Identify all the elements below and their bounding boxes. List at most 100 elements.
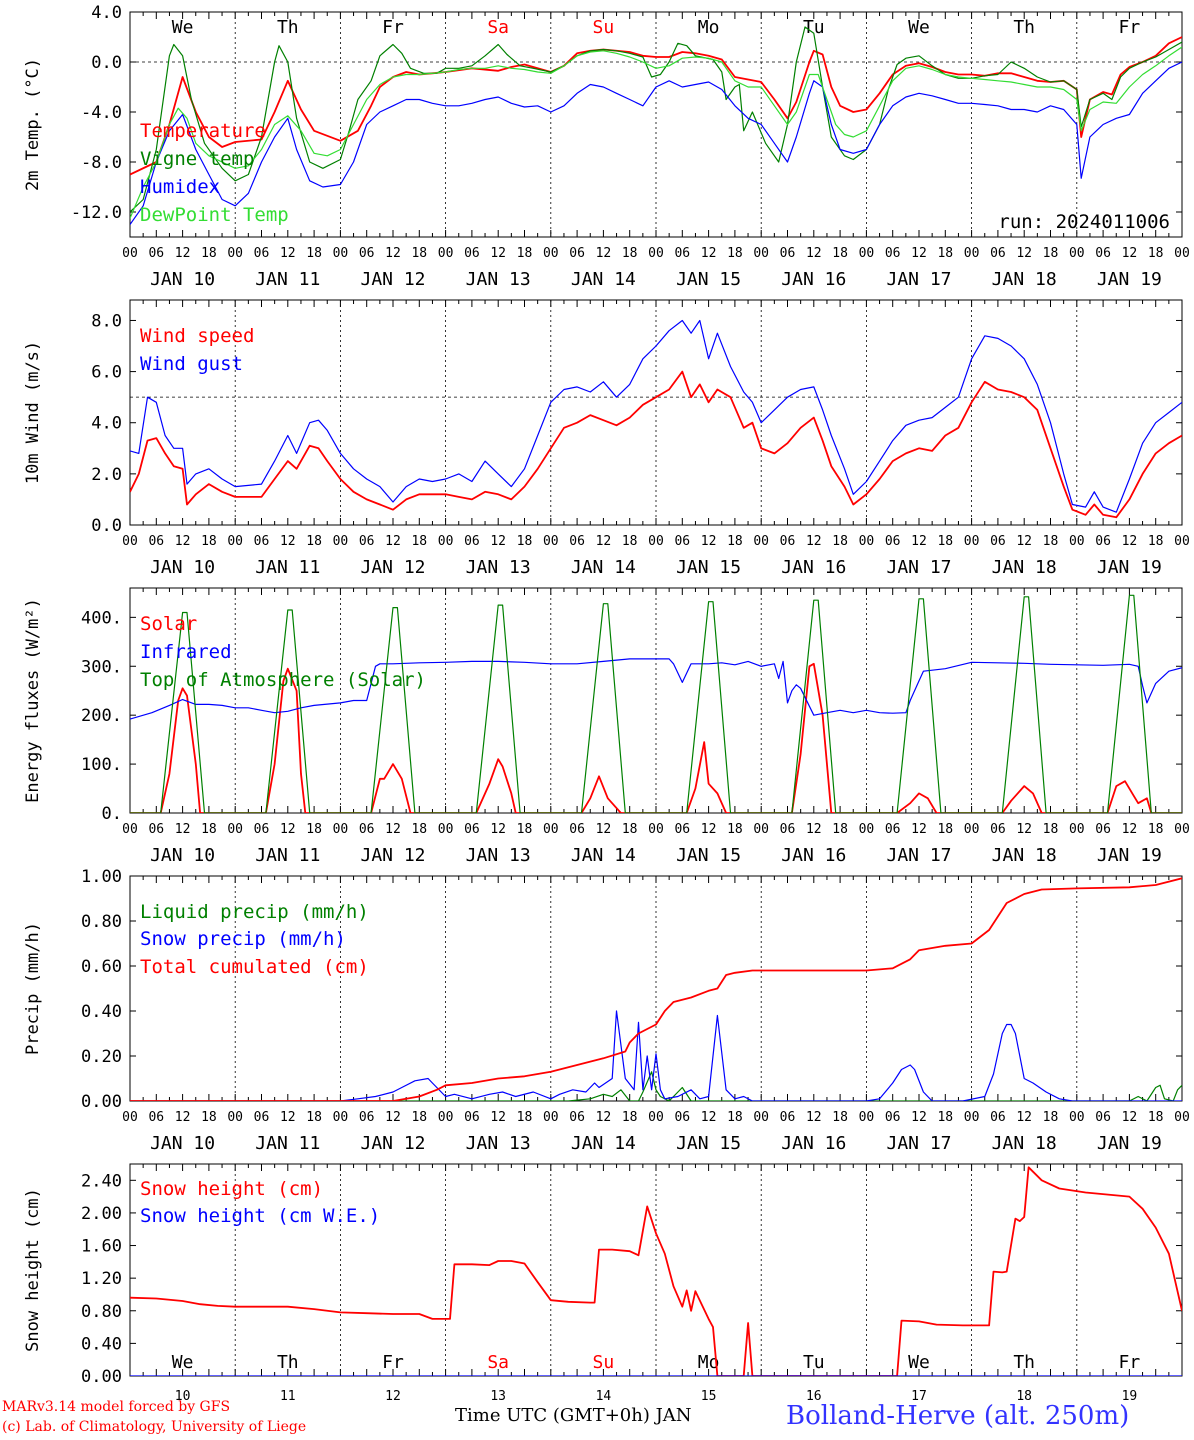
series-snow-height-cm xyxy=(130,1166,1182,1376)
series-group xyxy=(130,319,1182,519)
hour-tick-label: 12 xyxy=(385,1110,401,1125)
hour-tick-label: 00 xyxy=(753,1110,769,1125)
hour-tick-label: 18 xyxy=(727,534,743,549)
hour-tick-label: 00 xyxy=(438,1110,454,1125)
hour-tick-label: 18 xyxy=(1043,822,1059,837)
hour-tick-label: 06 xyxy=(1095,1110,1111,1125)
hour-tick-label: 06 xyxy=(148,822,164,837)
hour-tick-label: 00 xyxy=(227,246,243,261)
day-number-label: 19 xyxy=(1122,1389,1138,1404)
hour-tick-label: 18 xyxy=(832,1110,848,1125)
panel-wind: 00 06 12 18 00 06 12 18 00 06 12 18 00 06 12 18 00 06 12 18… xyxy=(23,299,1190,578)
hour-tick-label: 12 xyxy=(280,246,296,261)
y-tick-label: -12.0 xyxy=(71,203,122,223)
hour-tick-label: 12 xyxy=(280,822,296,837)
hour-tick-label: 00 xyxy=(438,534,454,549)
y-tick-label: 400. xyxy=(81,608,122,628)
day-label: JAN 17 xyxy=(886,557,951,578)
hour-tick-label: 18 xyxy=(727,822,743,837)
hour-tick-label: 06 xyxy=(674,1110,690,1125)
hour-tick-label: 00 xyxy=(333,534,349,549)
day-label: JAN 19 xyxy=(1097,269,1162,290)
legend-entry: Temperature xyxy=(140,120,266,142)
weekday-label: We xyxy=(908,1352,930,1373)
day-label: JAN 11 xyxy=(255,557,320,578)
hour-tick-label: 00 xyxy=(964,246,980,261)
hour-tick-label: 12 xyxy=(911,1110,927,1125)
hour-tick-label: 18 xyxy=(622,1110,638,1125)
hour-tick-label: 06 xyxy=(359,822,375,837)
hour-tick-label: 12 xyxy=(1122,1110,1138,1125)
hour-tick-label: 18 xyxy=(411,1110,427,1125)
hour-tick-label: 18 xyxy=(727,246,743,261)
footer-model: MARv3.14 model forced by GFS xyxy=(2,1399,231,1415)
hour-tick-label: 06 xyxy=(780,246,796,261)
day-label: JAN 16 xyxy=(781,845,846,866)
hour-tick-label: 18 xyxy=(411,822,427,837)
day-label: JAN 12 xyxy=(360,1133,425,1154)
hour-tick-label: 12 xyxy=(596,246,612,261)
weekday-label: Th xyxy=(277,1352,299,1373)
hour-tick-label: 12 xyxy=(385,534,401,549)
y-tick-label: -4.0 xyxy=(81,103,122,123)
hour-tick-label: 06 xyxy=(464,534,480,549)
panel-temp: 00 06 12 18 00 06 12 18 00 06 12 18 00 06 12 18 00 06 12 18… xyxy=(23,3,1190,290)
day-label: JAN 14 xyxy=(571,1133,636,1154)
y-tick-label: 8.0 xyxy=(91,311,122,331)
day-label: JAN 11 xyxy=(255,845,320,866)
weekday-label: Tu xyxy=(803,1352,825,1373)
hour-tick-label: 00 xyxy=(122,534,138,549)
hour-tick-label: 12 xyxy=(1122,534,1138,549)
series-humidex xyxy=(130,61,1182,225)
hour-tick-label: 18 xyxy=(201,1110,217,1125)
hour-tick-label: 18 xyxy=(832,534,848,549)
footer-copyright: (c) Lab. of Climatology, University of L… xyxy=(2,1419,307,1435)
hour-tick-label: 12 xyxy=(596,822,612,837)
series-dewpoint-temp xyxy=(130,46,1182,219)
y-tick-label: 2.00 xyxy=(81,1204,122,1224)
hour-tick-label: 00 xyxy=(964,822,980,837)
hour-tick-label: 18 xyxy=(201,246,217,261)
hour-tick-label: 06 xyxy=(780,534,796,549)
y-tick-label: 0.0 xyxy=(91,53,122,73)
legend-entry: Wind speed xyxy=(140,325,254,347)
hour-tick-label: 00 xyxy=(1174,534,1190,549)
hour-tick-label: 06 xyxy=(148,534,164,549)
day-label: JAN 14 xyxy=(571,269,636,290)
hour-tick-label: 06 xyxy=(780,1110,796,1125)
day-label: JAN 13 xyxy=(466,557,531,578)
y-axis-label: 10m Wind (m/s) xyxy=(23,341,43,484)
series-infrared xyxy=(130,658,1182,720)
y-tick-label: -8.0 xyxy=(81,153,122,173)
hour-tick-label: 06 xyxy=(464,1110,480,1125)
hour-tick-label: 06 xyxy=(674,822,690,837)
series-group xyxy=(130,877,1182,1101)
hour-tick-label: 18 xyxy=(411,246,427,261)
day-label: JAN 11 xyxy=(255,1133,320,1154)
day-label: JAN 18 xyxy=(992,1133,1057,1154)
hour-tick-label: 12 xyxy=(1016,822,1032,837)
day-label: JAN 13 xyxy=(466,845,531,866)
hour-tick-label: 06 xyxy=(1095,246,1111,261)
hour-tick-label: 06 xyxy=(464,822,480,837)
hour-tick-label: 00 xyxy=(859,822,875,837)
hour-tick-label: 12 xyxy=(911,822,927,837)
hour-tick-label: 00 xyxy=(1069,246,1085,261)
day-label: JAN 17 xyxy=(886,269,951,290)
day-label: JAN 10 xyxy=(150,845,215,866)
series-temperature xyxy=(130,36,1182,176)
day-label: JAN 15 xyxy=(676,557,741,578)
hour-tick-label: 00 xyxy=(333,822,349,837)
weekday-label: Fr xyxy=(1119,1352,1141,1373)
hour-tick-label: 12 xyxy=(490,246,506,261)
day-label: JAN 19 xyxy=(1097,1133,1162,1154)
hour-tick-label: 18 xyxy=(832,822,848,837)
hour-tick-label: 12 xyxy=(385,822,401,837)
y-tick-label: 2.40 xyxy=(81,1171,122,1191)
hour-tick-label: 18 xyxy=(727,1110,743,1125)
hour-tick-label: 12 xyxy=(175,822,191,837)
series-vigne-temp xyxy=(130,26,1182,213)
hour-tick-label: 18 xyxy=(201,534,217,549)
legend-entry: Top of Atmosphere (Solar) xyxy=(140,669,426,691)
weekday-label: We xyxy=(172,1352,194,1373)
